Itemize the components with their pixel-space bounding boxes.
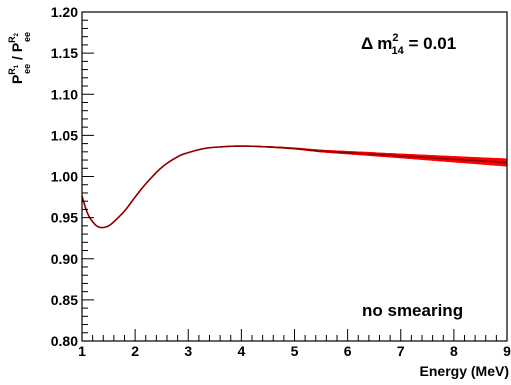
x-axis-title: Energy (MeV) <box>420 363 509 379</box>
line-layer <box>81 145 508 229</box>
x-tick-label: 5 <box>291 343 299 359</box>
y-tick-label: 1.15 <box>51 45 78 61</box>
x-tick-label: 2 <box>131 343 139 359</box>
y-tick-label: 1.00 <box>51 169 78 185</box>
x-tick-label: 6 <box>344 343 352 359</box>
y-tick-label: 0.90 <box>51 251 78 267</box>
label-layer: 1 2 3 4 5 6 7 8 9 0.80 0.85 0.90 0.95 1.00 1.05 1.10 1.1… <box>51 4 511 359</box>
x-tick-label: 9 <box>503 343 511 359</box>
tick-layer <box>81 11 508 342</box>
x-tick-label: 7 <box>397 343 405 359</box>
y-tick-label: 1.10 <box>51 86 78 102</box>
y-tick-label: 1.20 <box>51 4 78 20</box>
y-tick-label: 1.05 <box>51 127 78 143</box>
x-tick-label: 4 <box>237 343 245 359</box>
plot-frame <box>81 11 508 342</box>
x-tick-label: 3 <box>184 343 192 359</box>
x-tick-label: 8 <box>450 343 458 359</box>
y-tick-label: 0.85 <box>51 292 78 308</box>
ratio-curve <box>81 145 508 229</box>
y-tick-label: 0.80 <box>51 333 78 349</box>
x-tick-label: 1 <box>78 343 86 359</box>
y-tick-label: 0.95 <box>51 210 78 226</box>
y-axis-title: PR1 ee / PR2 ee <box>7 32 32 84</box>
smearing-annotation: no smearing <box>362 301 463 320</box>
